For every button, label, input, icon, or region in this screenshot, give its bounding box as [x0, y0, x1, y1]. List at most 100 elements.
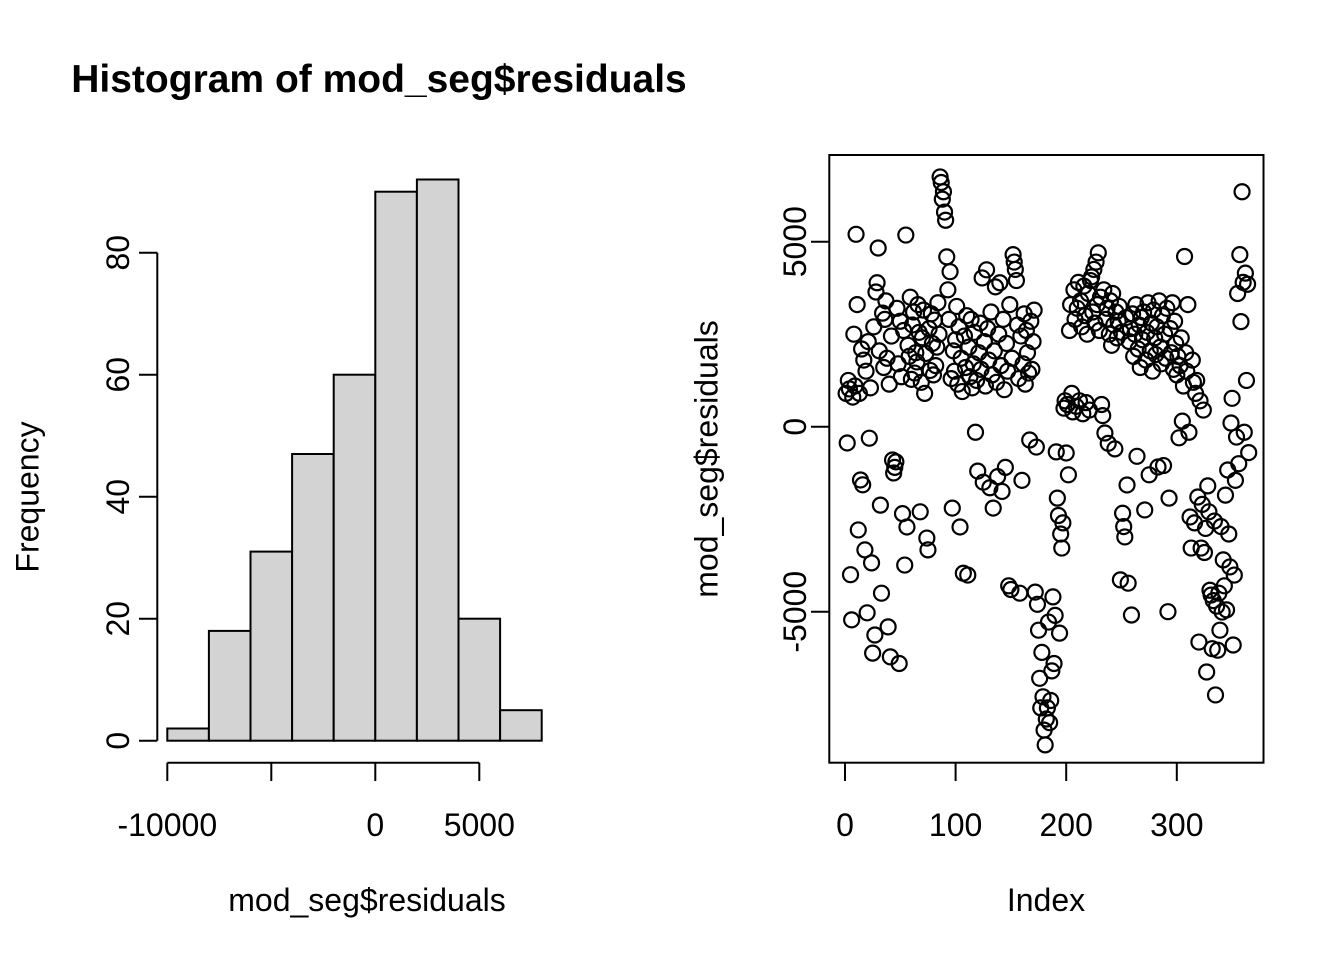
hist-bar [166, 727, 210, 742]
scatter-point [941, 263, 959, 281]
scatter-point [1208, 597, 1226, 615]
scatter-point [1170, 429, 1188, 447]
scatter-point [1175, 247, 1194, 266]
scatter-point [1232, 313, 1250, 331]
scatter-point [1054, 514, 1072, 532]
hist-y-tick-label: 20 [100, 601, 136, 637]
scatter-point [924, 366, 943, 384]
scatter-point [1034, 688, 1052, 706]
scatter-point [927, 357, 945, 375]
hist-bar [332, 373, 377, 742]
scatter-point [1199, 477, 1217, 495]
scatter-point [1206, 686, 1225, 704]
scatter-point [1024, 333, 1042, 351]
hist-x-tick-label: 5000 [444, 807, 515, 843]
scatter-point [1096, 424, 1114, 442]
scatter-x-tick-label: 0 [836, 807, 854, 843]
scatter-point [1211, 621, 1229, 639]
scatter-point [1220, 525, 1238, 543]
scatter-point [918, 529, 936, 547]
scatter-point [1221, 558, 1239, 576]
scatter-point [1144, 301, 1163, 319]
scatter-point [858, 604, 876, 622]
scatter-y-tick-label: 0 [777, 418, 813, 436]
scatter-point [1016, 375, 1034, 393]
scatter-point [1050, 624, 1069, 642]
scatter-point [1156, 325, 1174, 343]
hist-bar [249, 550, 294, 742]
scatter-point [871, 496, 889, 514]
scatter-point [984, 499, 1002, 517]
scatter-point [1231, 246, 1249, 264]
scatter-point [1014, 355, 1032, 373]
scatter-point [938, 248, 956, 266]
scatter-point [841, 566, 860, 584]
scatter-point [1100, 325, 1118, 343]
scatter-point [1159, 603, 1177, 621]
scatter-point [989, 468, 1007, 486]
scatter-point [1165, 312, 1184, 330]
scatter-y-tick-label: 5000 [777, 206, 813, 277]
scatter-point [1106, 440, 1124, 458]
scatter-point [1238, 275, 1257, 293]
scatter-point [1225, 566, 1243, 584]
scatter-point [1022, 312, 1040, 330]
scatter-point [868, 274, 886, 292]
scatter-point [1179, 296, 1197, 314]
scatter-point [1041, 714, 1059, 732]
scatter-point [888, 299, 906, 317]
scatter-point [859, 333, 877, 351]
scatter-point [932, 173, 950, 192]
scatter-point [953, 382, 971, 401]
scatter-point [1006, 260, 1024, 279]
scatter-point [1033, 643, 1051, 662]
scatter-point [958, 307, 976, 325]
scatter-point [1070, 392, 1089, 410]
scatter-point [843, 611, 861, 629]
scatter-point [1200, 503, 1218, 521]
scatter-point [916, 384, 934, 402]
hist-x-tick-label: -10000 [117, 807, 217, 843]
scatter-point [898, 518, 916, 536]
scatter-point [997, 334, 1016, 353]
hist-x-tick-label: 0 [366, 807, 384, 843]
scatter-point [1192, 539, 1210, 557]
scatter-point [1136, 501, 1154, 519]
scatter-point [993, 482, 1011, 501]
scatter-point [986, 278, 1005, 296]
scatter-point [1217, 601, 1236, 619]
hist-x-axis-label: mod_seg$residuals [228, 882, 506, 918]
scatter-point [1195, 543, 1214, 562]
hist-y-tick-label: 80 [100, 235, 136, 271]
scatter-point [1183, 351, 1201, 369]
scatter-point [1222, 414, 1240, 432]
scatter-point [1037, 710, 1055, 728]
scatter-point [948, 297, 966, 316]
scatter-point [1240, 444, 1258, 462]
scatter-point [1007, 271, 1026, 290]
scatter-point [1036, 736, 1054, 754]
scatter-point [1046, 606, 1064, 625]
scatter-point [1094, 407, 1112, 425]
scatter-point [1108, 329, 1126, 347]
scatter-point [935, 203, 954, 221]
scatter-point [991, 274, 1009, 292]
scatter-point [1025, 301, 1043, 319]
scatter-point [996, 458, 1014, 476]
scatter-point [1023, 360, 1041, 378]
scatter-point [955, 327, 974, 345]
scatter-point [1089, 244, 1107, 262]
hist-bar [374, 190, 418, 742]
scatter-point [847, 225, 865, 243]
scatter-point [1223, 389, 1241, 407]
scatter-point [849, 521, 867, 539]
scatter-point [982, 303, 1000, 321]
scatter-point [1235, 423, 1253, 441]
hist-bars [166, 178, 543, 742]
scatter-point [1122, 606, 1141, 624]
scatter-point [1047, 443, 1065, 461]
scatter-point [943, 499, 961, 517]
scatter-point [1115, 517, 1133, 536]
scatter-point [879, 618, 897, 636]
